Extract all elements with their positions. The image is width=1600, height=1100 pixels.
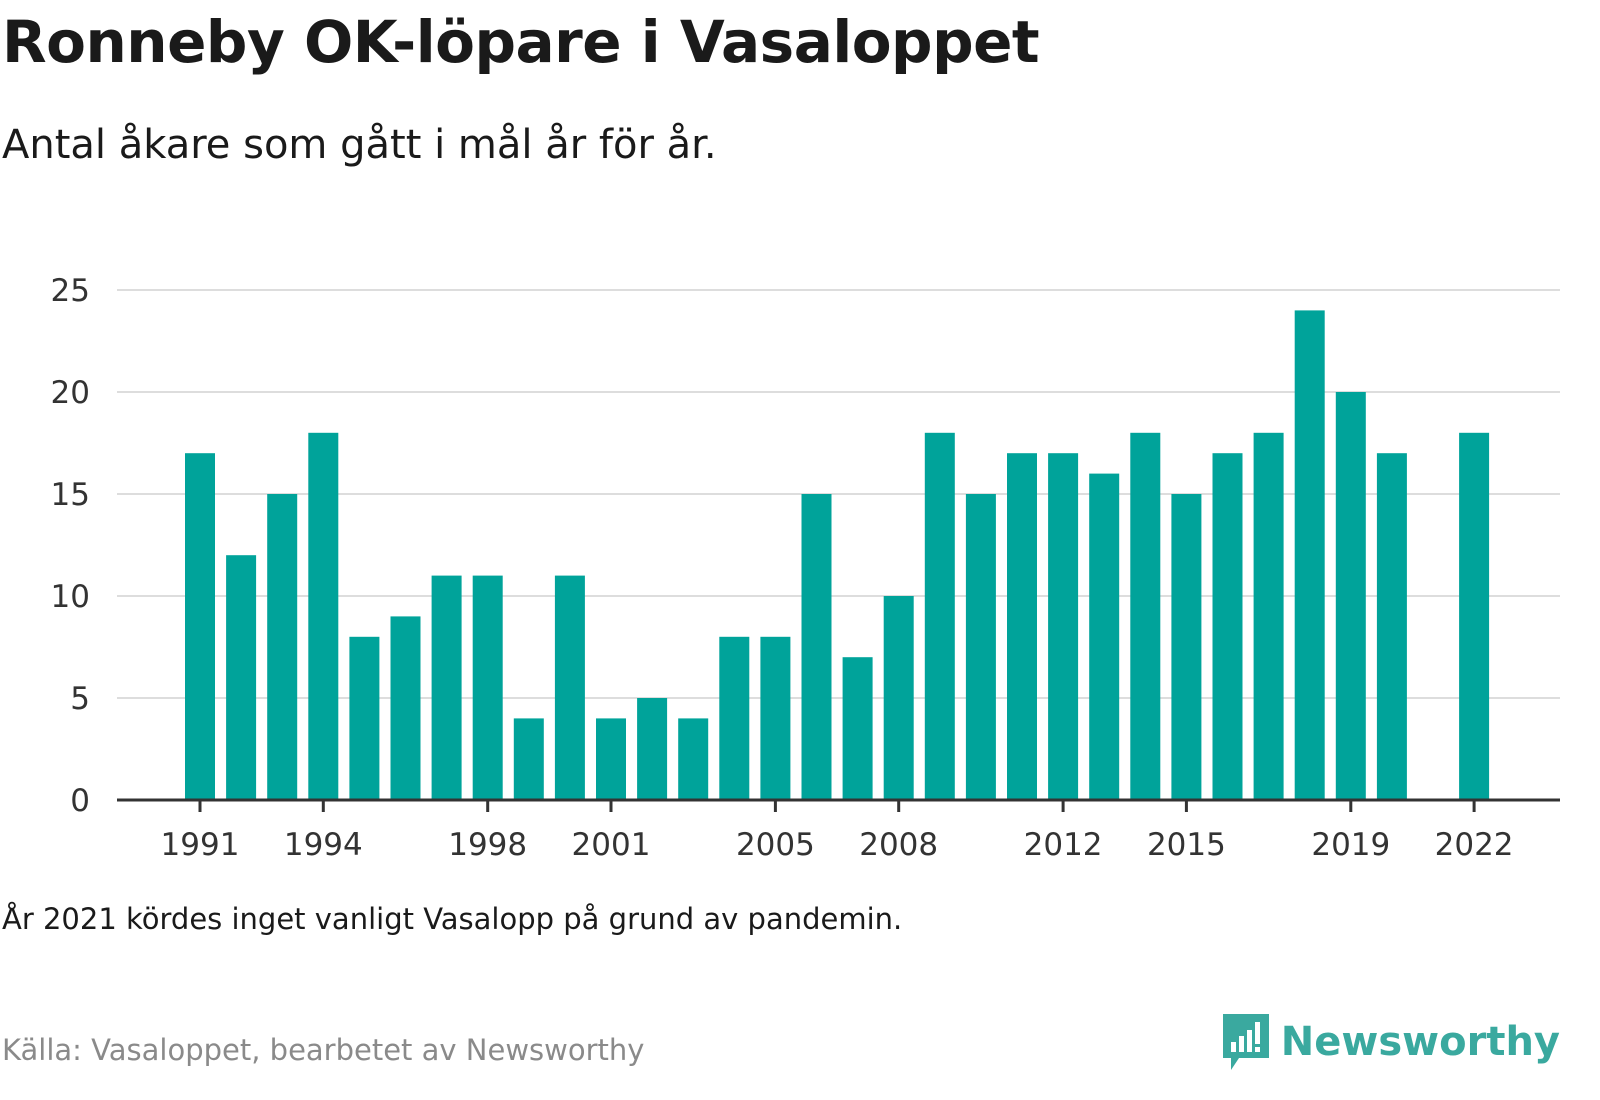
- x-tick-label: 2001: [572, 827, 651, 863]
- bar-1994: [308, 432, 339, 800]
- x-tick-label: 2019: [1311, 827, 1390, 863]
- bar-2019: [1335, 392, 1366, 800]
- bar-1993: [267, 494, 298, 800]
- bar-1991: [185, 453, 215, 800]
- bar-1995: [349, 636, 380, 800]
- chart-note: År 2021 kördes inget vanligt Vasalopp på…: [2, 902, 903, 936]
- source-text: Källa: Vasaloppet, bearbetet av Newswort…: [2, 1033, 645, 1067]
- y-axis-ticks: 0 5 10 15 20 25: [51, 273, 90, 819]
- bar-chart: 0 5 10 15 20 25 1991 1994 1998 2001 2005 2008 2012 2…: [51, 273, 1560, 863]
- y-tick-label: 5: [70, 681, 90, 717]
- bar-2006: [801, 494, 832, 800]
- bar-2008: [883, 596, 914, 800]
- y-tick-label: 25: [51, 273, 90, 309]
- x-tick-label: 1991: [161, 827, 240, 863]
- chart-title: Ronneby OK-löpare i Vasaloppet: [2, 8, 1040, 76]
- x-tick-label: 2005: [736, 827, 815, 863]
- bar-2002: [637, 698, 668, 800]
- y-tick-label: 20: [51, 375, 90, 411]
- bar-2007: [842, 657, 873, 800]
- x-axis-ticks: 1991 1994 1998 2001 2005 2008 2012 2015 2019 2022: [161, 800, 1514, 863]
- bar-2013: [1089, 473, 1120, 800]
- x-tick-label: 2022: [1435, 827, 1514, 863]
- bars: [185, 310, 1490, 800]
- bar-2015: [1171, 494, 1202, 800]
- bar-1992: [226, 555, 257, 800]
- bar-2001: [596, 718, 626, 800]
- bar-1998: [472, 575, 503, 800]
- bar-2004: [719, 636, 750, 800]
- bar-2011: [1007, 453, 1037, 800]
- x-tick-label: 2012: [1024, 827, 1103, 863]
- bar-2020: [1376, 453, 1407, 800]
- bar-2022: [1459, 432, 1490, 800]
- bar-2018: [1294, 310, 1325, 800]
- y-tick-label: 10: [51, 579, 90, 615]
- bar-2014: [1130, 432, 1161, 800]
- bar-chart-speech-bubble-icon: [1222, 1014, 1269, 1070]
- bar-2010: [965, 494, 996, 800]
- x-tick-label: 1998: [448, 827, 527, 863]
- x-tick-label: 2008: [859, 827, 938, 863]
- y-tick-label: 0: [70, 783, 90, 819]
- x-tick-label: 1994: [284, 827, 363, 863]
- bar-1997: [431, 575, 462, 800]
- bar-2005: [760, 636, 791, 800]
- bar-2003: [678, 718, 709, 800]
- bar-1996: [390, 616, 421, 800]
- bar-2016: [1212, 453, 1243, 800]
- x-tick-label: 2015: [1147, 827, 1226, 863]
- bar-2009: [924, 432, 955, 800]
- brand-logo: Newsworthy: [1221, 1012, 1560, 1072]
- bar-2017: [1253, 432, 1284, 800]
- bar-2000: [554, 575, 585, 800]
- bar-2012: [1048, 453, 1079, 800]
- chart-subtitle: Antal åkare som gått i mål år för år.: [2, 122, 717, 168]
- brand-name: Newsworthy: [1280, 1019, 1560, 1065]
- y-tick-label: 15: [51, 477, 90, 513]
- bar-1999: [513, 718, 544, 800]
